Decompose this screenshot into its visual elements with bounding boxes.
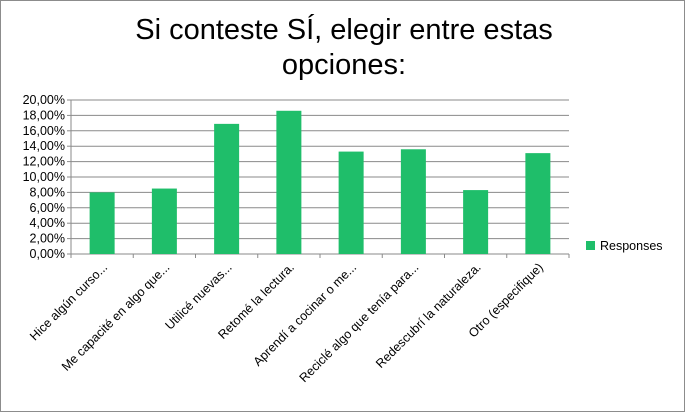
bar (276, 110, 302, 254)
chart-title-line-1: Si conteste SÍ, elegir entre estas (135, 13, 553, 46)
y-tick-label: 10,00% (23, 170, 65, 184)
bar (151, 188, 177, 254)
bar (89, 192, 115, 254)
bar (463, 190, 489, 254)
legend-label: Responses (600, 239, 663, 253)
y-tick-label: 2,00% (30, 232, 65, 246)
x-category-label: Me capacité en algo que... (59, 260, 173, 374)
bar (214, 123, 240, 255)
axes (70, 100, 570, 258)
y-tick-label: 0,00% (30, 247, 65, 261)
bars (89, 110, 551, 255)
x-category-label: Redescubrí la naturaleza. (373, 260, 484, 371)
legend-swatch (586, 241, 595, 250)
x-category-labels: Hice algún curso...Me capacité en algo q… (27, 260, 546, 385)
bar (525, 153, 551, 254)
y-tick-label: 4,00% (30, 216, 65, 230)
chart-title-line-2: opciones: (282, 49, 406, 81)
y-tick-label: 16,00% (23, 124, 65, 138)
bar (400, 149, 426, 254)
x-category-label: Aprendí a cocinar o me... (251, 260, 360, 369)
bar (338, 151, 364, 254)
y-tick-label: 12,00% (23, 155, 65, 169)
x-category-label: Utilicé nuevas... (162, 260, 234, 332)
y-tick-label: 6,00% (30, 201, 65, 215)
y-tick-label: 20,00% (23, 93, 65, 107)
x-category-label: Reciclé algo que tenía para... (297, 260, 422, 385)
y-tick-label: 8,00% (30, 185, 65, 199)
y-tick-label: 18,00% (23, 108, 65, 122)
gridlines (67, 99, 569, 255)
y-tick-label: 14,00% (23, 139, 65, 153)
y-tick-labels: 0,00%2,00% 4,00%6,00% 8,00%10,00%12,00% 14,… (23, 93, 65, 261)
legend: Responses (586, 239, 663, 253)
